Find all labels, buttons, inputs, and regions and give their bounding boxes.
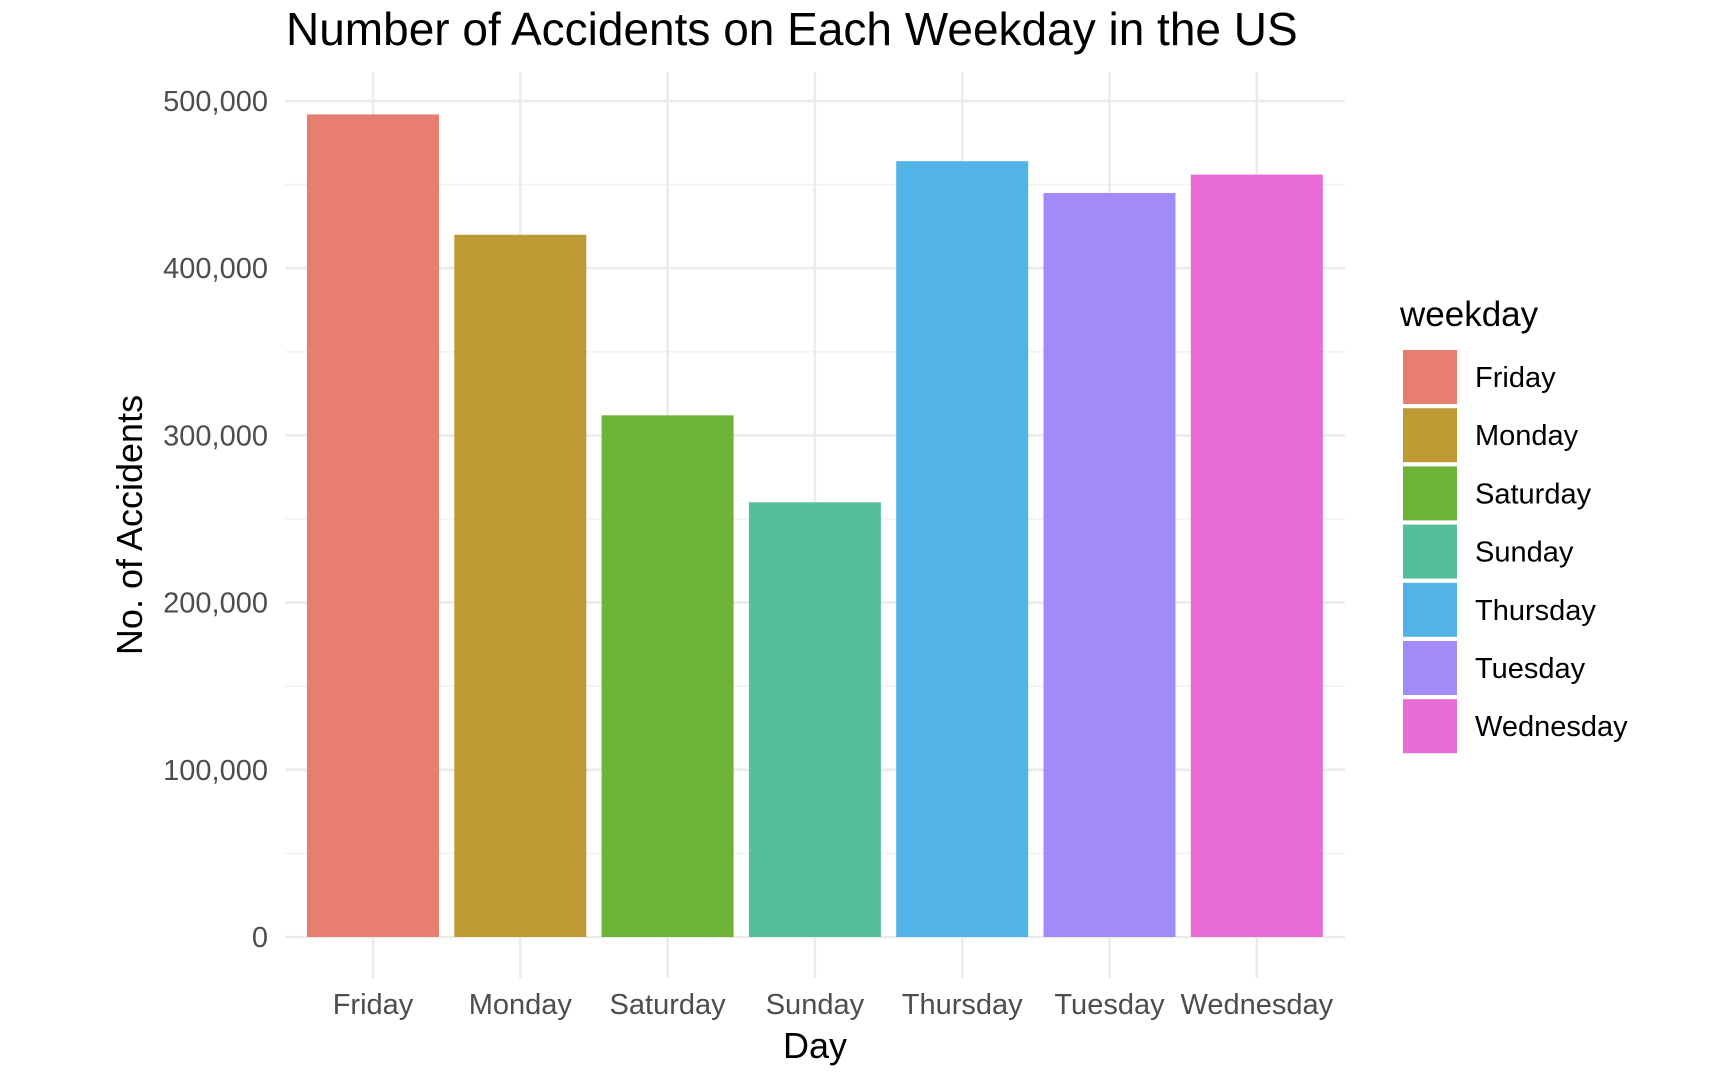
y-tick-label: 200,000 (163, 588, 268, 620)
x-tick-label: Saturday (610, 989, 727, 1021)
x-tick-label: Friday (333, 989, 414, 1021)
legend-swatch (1403, 466, 1457, 521)
legend-swatch (1403, 408, 1457, 463)
legend-item: Monday (1403, 408, 1579, 463)
legend-label: Friday (1475, 362, 1556, 394)
bars (307, 114, 1323, 938)
axes: 0 100,000 200,000 300,000 400,000 500,000 Frid… (163, 86, 1333, 1021)
legend-item: Tuesday (1403, 641, 1586, 695)
bar-saturday (601, 415, 734, 937)
legend-label: Saturday (1475, 478, 1592, 510)
legend-label: Thursday (1475, 595, 1596, 627)
bar-friday (307, 114, 439, 938)
legend-swatch (1403, 699, 1457, 754)
bar-monday (454, 234, 587, 937)
x-tick-label: Thursday (902, 989, 1023, 1021)
y-axis-title: No. of Accidents (109, 395, 150, 655)
x-axis-title: Day (783, 1025, 847, 1066)
legend-swatch (1403, 350, 1457, 404)
x-tick-label: Tuesday (1054, 989, 1165, 1021)
legend-swatch (1403, 641, 1457, 695)
y-tick-label: 100,000 (163, 755, 268, 787)
x-tick-label: Wednesday (1180, 989, 1333, 1021)
legend-title: weekday (1399, 295, 1539, 334)
x-tick-label: Sunday (766, 989, 865, 1021)
bar-thursday (896, 161, 1029, 937)
bar-sunday (748, 502, 881, 937)
y-tick-label: 400,000 (163, 253, 268, 285)
legend-label: Wednesday (1475, 711, 1628, 743)
chart-title: Number of Accidents on Each Weekday in t… (286, 3, 1298, 55)
legend: weekday Friday Monday Saturday Sunday Thursd… (1399, 295, 1628, 754)
legend-item: Friday (1403, 350, 1556, 404)
y-tick-label: 500,000 (163, 86, 268, 118)
legend-swatch (1403, 524, 1457, 579)
y-tick-label: 0 (252, 922, 268, 954)
legend-item: Thursday (1403, 582, 1596, 637)
legend-label: Monday (1475, 420, 1579, 452)
bar-tuesday (1043, 192, 1176, 937)
legend-label: Sunday (1475, 537, 1574, 569)
y-tick-label: 300,000 (163, 420, 268, 452)
legend-item: Wednesday (1403, 699, 1628, 754)
legend-items: Friday Monday Saturday Sunday Thursday Tuesda… (1403, 350, 1628, 754)
legend-swatch (1403, 582, 1457, 637)
legend-item: Saturday (1403, 466, 1592, 521)
bar-wednesday (1190, 174, 1323, 937)
x-tick-label: Monday (469, 989, 573, 1021)
legend-label: Tuesday (1475, 653, 1586, 685)
legend-item: Sunday (1403, 524, 1574, 579)
